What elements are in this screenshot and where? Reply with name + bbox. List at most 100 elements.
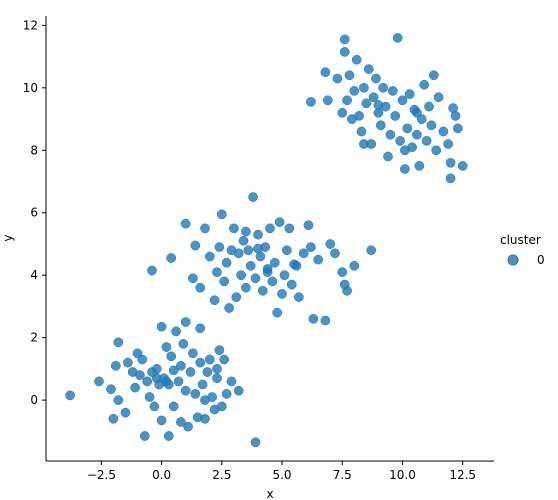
scatter-point: [188, 273, 198, 284]
scatter-point: [221, 257, 232, 268]
scatter-point: [378, 82, 389, 93]
scatter-point: [359, 82, 369, 93]
scatter-point: [190, 389, 201, 399]
scatter-point: [320, 67, 331, 78]
scatter-point: [426, 120, 437, 131]
legend-marker-0: [507, 254, 519, 266]
scatter-point: [395, 136, 405, 146]
scatter-point: [190, 240, 201, 251]
scatter-point: [272, 307, 283, 318]
scatter-point: [216, 401, 227, 412]
scatter-point: [253, 229, 263, 240]
scatter-point: [161, 342, 172, 352]
scatter-point: [330, 248, 340, 259]
scatter-point: [253, 243, 263, 254]
scatter-point: [356, 126, 367, 137]
scatter-point: [250, 273, 261, 284]
scatter-point: [173, 376, 184, 387]
scatter-point: [65, 390, 75, 401]
scatter-point: [298, 248, 309, 259]
scatter-point: [120, 407, 131, 418]
scatter-point: [171, 326, 181, 337]
scatter-point: [320, 315, 331, 326]
scatter-point: [303, 220, 314, 231]
scatter-point: [267, 276, 278, 287]
scatter-point: [216, 209, 227, 220]
scatter-point: [294, 292, 304, 302]
scatter-point: [161, 376, 172, 387]
y-tick-label: 8: [30, 143, 38, 157]
scatter-point: [371, 73, 381, 84]
scatter-point: [269, 257, 280, 268]
scatter-point: [392, 33, 403, 43]
scatter-point: [110, 360, 121, 371]
x-tick-label: 7.5: [333, 468, 352, 482]
y-axis-label: y: [1, 234, 15, 241]
scatter-point: [236, 270, 246, 281]
scatter-point: [142, 376, 153, 387]
scatter-point: [195, 323, 206, 334]
scatter-point: [204, 354, 215, 365]
x-tick-label: 12.5: [449, 468, 476, 482]
scatter-point: [163, 431, 174, 441]
scatter-point: [375, 120, 386, 131]
scatter-point: [443, 139, 454, 149]
scatter-point: [212, 364, 222, 374]
scatter-point: [404, 89, 415, 99]
scatter-point: [349, 260, 360, 271]
scatter-point: [373, 100, 384, 110]
scatter-point: [306, 242, 316, 252]
scatter-point: [214, 345, 225, 355]
scatter-point: [342, 95, 352, 106]
y-ticks: 0 2 4 6 8 10 12: [23, 18, 46, 407]
scatter-point: [212, 373, 222, 384]
scatter-point: [339, 47, 350, 57]
scatter-point: [412, 129, 422, 140]
y-tick-label: 6: [30, 206, 38, 220]
scatter-point: [445, 173, 456, 184]
scatter-point: [195, 282, 206, 293]
data-points: [65, 33, 468, 448]
scatter-point: [313, 254, 324, 265]
y-tick-label: 0: [30, 393, 38, 407]
scatter-point: [349, 86, 360, 96]
y-tick-label: 2: [30, 331, 38, 345]
scatter-point: [339, 34, 350, 45]
scatter-point: [238, 235, 249, 246]
scatter-point: [166, 253, 177, 263]
scatter-point: [306, 97, 316, 107]
scatter-point: [351, 54, 362, 65]
scatter-point: [183, 421, 193, 432]
scatter-point: [137, 354, 148, 365]
scatter-point: [284, 223, 295, 234]
scatter-point: [354, 111, 364, 121]
scatter-point: [322, 95, 333, 106]
scatter-point: [123, 357, 133, 368]
scatter-point: [168, 365, 179, 376]
scatter-point: [197, 379, 208, 390]
scatter-point: [176, 417, 186, 427]
scatter-point: [400, 164, 410, 174]
scatter-point: [130, 382, 140, 393]
scatter-point: [419, 79, 430, 90]
scatter-point: [257, 285, 268, 296]
scatter-point: [438, 126, 449, 137]
scatter-point: [308, 314, 319, 324]
scatter-point: [282, 245, 292, 256]
scatter-point: [421, 136, 432, 146]
y-tick-label: 10: [23, 81, 38, 95]
scatter-point: [241, 226, 251, 237]
scatter-point: [337, 107, 348, 118]
scatter-point: [383, 151, 393, 162]
scatter-point: [363, 64, 374, 74]
legend-title: cluster: [500, 233, 541, 247]
scatter-point: [245, 260, 256, 271]
scatter-point: [291, 260, 302, 271]
scatter-point: [195, 357, 206, 368]
scatter-point: [400, 145, 410, 156]
scatter-point: [94, 376, 104, 387]
x-tick-label: 5.0: [272, 468, 291, 482]
scatter-point: [151, 373, 162, 384]
legend: cluster 0: [500, 233, 545, 267]
scatter-point: [233, 385, 244, 396]
